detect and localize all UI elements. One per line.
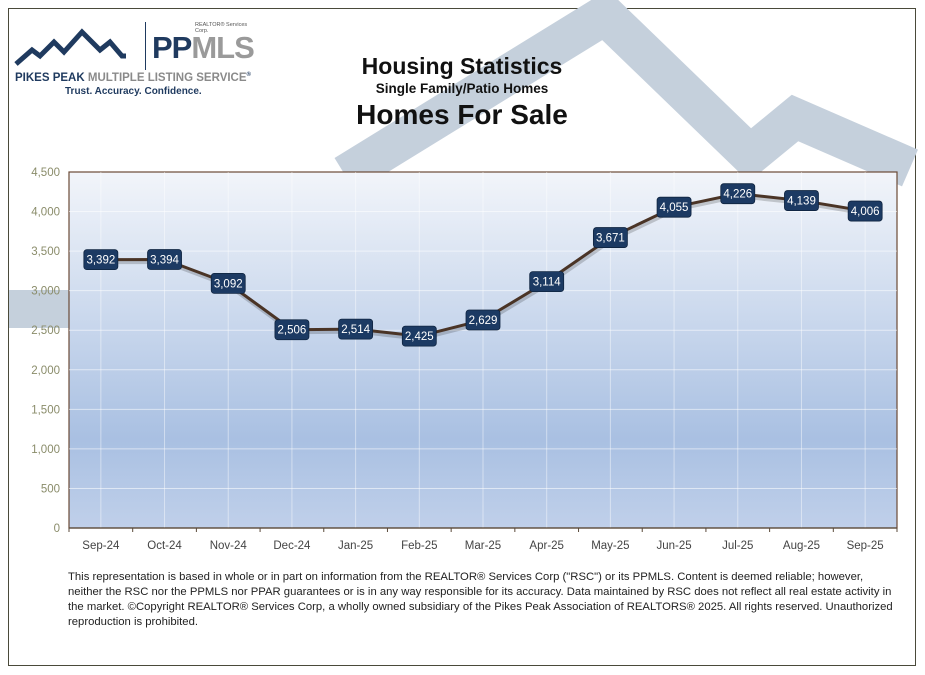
data-label: 2,425 bbox=[401, 325, 437, 347]
data-label: 3,114 bbox=[529, 271, 565, 293]
y-tick-label: 3,000 bbox=[31, 286, 60, 298]
header: Housing Statistics Single Family/Patio H… bbox=[262, 52, 662, 132]
svg-text:3,092: 3,092 bbox=[214, 278, 243, 290]
svg-text:3,114: 3,114 bbox=[533, 277, 562, 289]
x-tick-label: Sep-24 bbox=[82, 540, 120, 552]
left-accent-strip bbox=[9, 290, 69, 328]
data-label: 4,006 bbox=[847, 200, 883, 222]
x-tick-label: Mar-25 bbox=[465, 540, 501, 552]
x-tick-label: Sep-25 bbox=[847, 540, 884, 552]
y-tick-label: 0 bbox=[54, 523, 60, 535]
logo-brand: PPMLS bbox=[152, 30, 255, 66]
mountain-logo-icon bbox=[14, 28, 126, 66]
data-label: 3,394 bbox=[147, 249, 182, 270]
data-label: 3,092 bbox=[210, 272, 246, 294]
y-tick-label: 2,000 bbox=[31, 365, 60, 377]
x-axis: Sep-24 Oct-24 Nov-24 Dec-24 Jan-25 Feb-25 Mar-… bbox=[68, 527, 898, 552]
disclaimer-text: This representation is based in whole or… bbox=[68, 571, 893, 628]
y-tick-label: 1,000 bbox=[31, 444, 60, 456]
logo-tagline: Trust. Accuracy. Confidence. bbox=[65, 86, 202, 97]
page-subtitle: Single Family/Patio Homes bbox=[375, 81, 549, 96]
logo-name-gray: MULTIPLE LISTING SERVICE bbox=[87, 72, 247, 84]
y-tick-label: 500 bbox=[41, 483, 60, 495]
svg-text:2,506: 2,506 bbox=[278, 325, 307, 337]
y-tick-label: 3,500 bbox=[31, 246, 60, 258]
x-tick-label: Oct-24 bbox=[147, 540, 182, 552]
gridlines bbox=[69, 172, 897, 528]
y-axis: 0 500 1,000 1,500 2,000 2,500 3,000 3,500 4,000 4… bbox=[31, 167, 60, 535]
x-tick-label: Jul-25 bbox=[722, 540, 753, 552]
x-tick-label: Feb-25 bbox=[401, 540, 437, 552]
data-label: 3,392 bbox=[83, 249, 119, 271]
y-tick-label: 4,500 bbox=[31, 167, 60, 179]
data-label: 2,506 bbox=[274, 319, 310, 341]
logo-name-bold: PIKES PEAK bbox=[15, 72, 88, 84]
logo-trademark: ® bbox=[246, 72, 251, 79]
y-tick-label: 1,500 bbox=[31, 404, 60, 416]
x-tick-label: Dec-24 bbox=[273, 540, 311, 552]
data-label: 4,226 bbox=[720, 183, 756, 205]
data-label: 2,514 bbox=[338, 318, 374, 340]
logo-org-name: PIKES PEAK MULTIPLE LISTING SERVICE® bbox=[15, 72, 251, 84]
x-tick-label: May-25 bbox=[591, 540, 629, 552]
svg-text:4,139: 4,139 bbox=[787, 196, 816, 208]
x-tick-label: Apr-25 bbox=[529, 540, 564, 552]
x-tick-label: Aug-25 bbox=[783, 540, 820, 552]
data-label: 4,139 bbox=[784, 190, 819, 211]
svg-text:3,392: 3,392 bbox=[86, 255, 115, 267]
plot-area bbox=[68, 171, 898, 529]
svg-text:2,514: 2,514 bbox=[341, 324, 370, 336]
svg-text:2,425: 2,425 bbox=[405, 331, 434, 343]
svg-text:3,394: 3,394 bbox=[150, 254, 179, 266]
svg-text:2,629: 2,629 bbox=[469, 315, 498, 327]
logo-brand-pp: PP bbox=[152, 30, 192, 65]
x-tick-label: Jun-25 bbox=[656, 540, 691, 552]
svg-text:4,006: 4,006 bbox=[851, 206, 880, 218]
data-labels: 3,392 3,394 3,092 2,506 2,514 2,425 2,629 3,114… bbox=[83, 183, 883, 347]
data-label: 2,629 bbox=[465, 309, 501, 331]
x-tick-label: Jan-25 bbox=[338, 540, 373, 552]
ppmls-logo: REALTOR® Services Corp. PPMLS PIKES PEAK… bbox=[12, 18, 262, 103]
logo-brand-mls: MLS bbox=[191, 30, 254, 65]
data-label: 3,671 bbox=[592, 227, 628, 248]
data-label: 4,055 bbox=[656, 196, 692, 218]
svg-text:4,055: 4,055 bbox=[660, 202, 689, 214]
logo-corp-label: REALTOR® Services Corp. bbox=[195, 22, 248, 34]
y-tick-label: 2,500 bbox=[31, 325, 60, 337]
y-tick-label: 4,000 bbox=[31, 207, 60, 219]
svg-text:4,226: 4,226 bbox=[723, 189, 752, 201]
svg-text:3,671: 3,671 bbox=[596, 233, 625, 245]
page-title: Housing Statistics bbox=[361, 53, 563, 79]
chart-title: Homes For Sale bbox=[356, 99, 568, 130]
logo-divider bbox=[145, 22, 146, 70]
x-tick-label: Nov-24 bbox=[210, 540, 248, 552]
